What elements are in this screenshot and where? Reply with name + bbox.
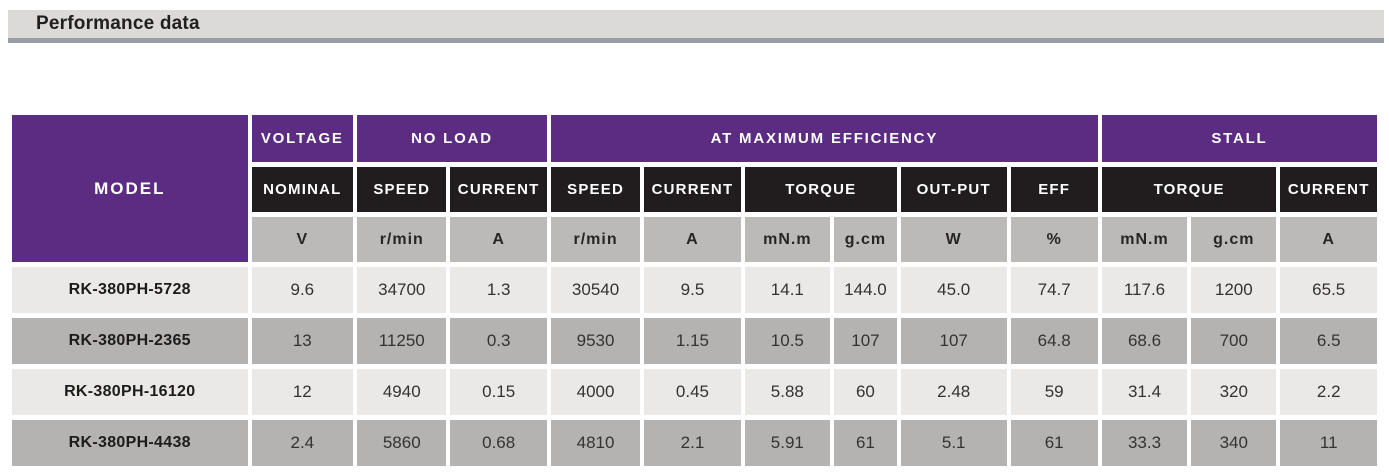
header-nominal: NOMINAL bbox=[251, 167, 354, 212]
data-cell: 74.7 bbox=[1010, 267, 1098, 313]
header-maxeff-current: CURRENT bbox=[644, 167, 741, 212]
data-cell: 31.4 bbox=[1101, 369, 1188, 415]
data-cell: 65.5 bbox=[1280, 267, 1377, 313]
data-cell: 14.1 bbox=[744, 267, 830, 313]
header-group-at-maximum-efficiency: AT MAXIMUM EFFICIENCY bbox=[550, 115, 1098, 162]
data-cell: 33.3 bbox=[1101, 420, 1188, 466]
unit-percent: % bbox=[1010, 217, 1098, 262]
sub-header-row: NOMINAL SPEED CURRENT SPEED CURRENT TORQ… bbox=[12, 167, 1377, 212]
performance-table: MODEL VOLTAGE NO LOAD AT MAXIMUM EFFICIE… bbox=[8, 110, 1381, 471]
data-cell: 5.88 bbox=[744, 369, 830, 415]
unit-rpm-maxeff: r/min bbox=[550, 217, 641, 262]
data-cell: 107 bbox=[833, 318, 897, 364]
data-cell: 10.5 bbox=[744, 318, 830, 364]
data-cell: 9530 bbox=[550, 318, 641, 364]
unit-a-stall: A bbox=[1280, 217, 1377, 262]
unit-a-maxeff: A bbox=[644, 217, 741, 262]
header-group-no-load: NO LOAD bbox=[357, 115, 547, 162]
model-name: RK-380PH-16120 bbox=[12, 369, 248, 415]
data-cell: 700 bbox=[1191, 318, 1277, 364]
header-group-voltage: VOLTAGE bbox=[251, 115, 354, 162]
unit-a-noload: A bbox=[450, 217, 547, 262]
data-cell: 12 bbox=[251, 369, 354, 415]
header-maxeff-speed: SPEED bbox=[550, 167, 641, 212]
model-name: RK-380PH-2365 bbox=[12, 318, 248, 364]
group-header-row: MODEL VOLTAGE NO LOAD AT MAXIMUM EFFICIE… bbox=[12, 115, 1377, 262]
units-row: V r/min A r/min A mN.m g.cm W % mN.m g.c… bbox=[12, 217, 1377, 262]
header-output: OUT-PUT bbox=[900, 167, 1007, 212]
table-row: RK-380PH-16120 12 4940 0.15 4000 0.45 5.… bbox=[12, 369, 1377, 415]
page-title: Performance data bbox=[36, 13, 200, 34]
header-noload-current: CURRENT bbox=[450, 167, 547, 212]
data-cell: 34700 bbox=[357, 267, 447, 313]
data-cell: 60 bbox=[833, 369, 897, 415]
data-cell: 1200 bbox=[1191, 267, 1277, 313]
header-group-stall: STALL bbox=[1101, 115, 1377, 162]
header-maxeff-torque: TORQUE bbox=[744, 167, 897, 212]
section-title-bar: Performance data bbox=[8, 10, 1384, 43]
data-cell: 320 bbox=[1191, 369, 1277, 415]
table-body: RK-380PH-5728 9.6 34700 1.3 30540 9.5 14… bbox=[12, 267, 1377, 466]
header-stall-torque: TORQUE bbox=[1101, 167, 1277, 212]
data-cell: 2.1 bbox=[644, 420, 741, 466]
data-cell: 4940 bbox=[357, 369, 447, 415]
data-cell: 45.0 bbox=[900, 267, 1007, 313]
data-cell: 11250 bbox=[357, 318, 447, 364]
data-cell: 340 bbox=[1191, 420, 1277, 466]
data-cell: 30540 bbox=[550, 267, 641, 313]
data-cell: 5860 bbox=[357, 420, 447, 466]
table-header: MODEL VOLTAGE NO LOAD AT MAXIMUM EFFICIE… bbox=[12, 115, 1377, 262]
data-cell: 0.68 bbox=[450, 420, 547, 466]
data-cell: 61 bbox=[1010, 420, 1098, 466]
header-noload-speed: SPEED bbox=[357, 167, 447, 212]
data-cell: 5.1 bbox=[900, 420, 1007, 466]
data-cell: 117.6 bbox=[1101, 267, 1188, 313]
table-row: RK-380PH-4438 2.4 5860 0.68 4810 2.1 5.9… bbox=[12, 420, 1377, 466]
data-cell: 5.91 bbox=[744, 420, 830, 466]
unit-mnm-stall: mN.m bbox=[1101, 217, 1188, 262]
data-cell: 2.4 bbox=[251, 420, 354, 466]
unit-mnm-maxeff: mN.m bbox=[744, 217, 830, 262]
unit-gcm-stall: g.cm bbox=[1191, 217, 1277, 262]
header-model: MODEL bbox=[12, 115, 248, 262]
data-cell: 1.15 bbox=[644, 318, 741, 364]
unit-v: V bbox=[251, 217, 354, 262]
data-cell: 61 bbox=[833, 420, 897, 466]
data-cell: 4810 bbox=[550, 420, 641, 466]
data-cell: 9.6 bbox=[251, 267, 354, 313]
data-cell: 13 bbox=[251, 318, 354, 364]
data-cell: 0.45 bbox=[644, 369, 741, 415]
data-cell: 64.8 bbox=[1010, 318, 1098, 364]
data-cell: 1.3 bbox=[450, 267, 547, 313]
header-stall-current: CURRENT bbox=[1280, 167, 1377, 212]
model-name: RK-380PH-4438 bbox=[12, 420, 248, 466]
data-cell: 9.5 bbox=[644, 267, 741, 313]
unit-gcm-maxeff: g.cm bbox=[833, 217, 897, 262]
data-cell: 2.2 bbox=[1280, 369, 1377, 415]
data-cell: 0.15 bbox=[450, 369, 547, 415]
data-cell: 0.3 bbox=[450, 318, 547, 364]
model-name: RK-380PH-5728 bbox=[12, 267, 248, 313]
data-cell: 11 bbox=[1280, 420, 1377, 466]
data-cell: 59 bbox=[1010, 369, 1098, 415]
data-cell: 2.48 bbox=[900, 369, 1007, 415]
data-cell: 4000 bbox=[550, 369, 641, 415]
data-cell: 107 bbox=[900, 318, 1007, 364]
data-cell: 6.5 bbox=[1280, 318, 1377, 364]
unit-rpm-noload: r/min bbox=[357, 217, 447, 262]
unit-w: W bbox=[900, 217, 1007, 262]
table-row: RK-380PH-2365 13 11250 0.3 9530 1.15 10.… bbox=[12, 318, 1377, 364]
data-cell: 144.0 bbox=[833, 267, 897, 313]
header-eff: EFF bbox=[1010, 167, 1098, 212]
data-cell: 68.6 bbox=[1101, 318, 1188, 364]
table-row: RK-380PH-5728 9.6 34700 1.3 30540 9.5 14… bbox=[12, 267, 1377, 313]
